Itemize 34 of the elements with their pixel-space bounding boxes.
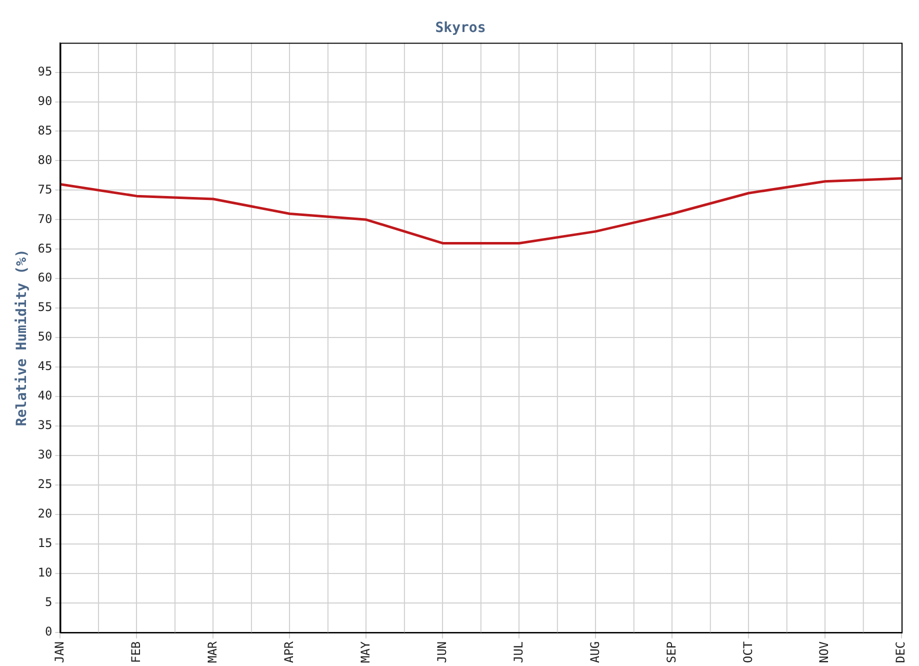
x-tick-label: JUL — [511, 641, 526, 664]
x-tick-label: JAN — [52, 641, 66, 664]
y-tick-label: 5 — [45, 594, 52, 609]
y-tick-label: 50 — [38, 330, 52, 344]
x-tick-label: FEB — [128, 641, 143, 664]
y-tick-label: 25 — [38, 477, 52, 492]
x-tick-label: DEC — [894, 641, 908, 664]
x-tick-label: NOV — [817, 641, 832, 664]
y-axis-title: Relative Humidity (%) — [14, 249, 30, 426]
y-tick-label: 20 — [38, 506, 52, 521]
chart-title: Skyros — [435, 20, 486, 36]
x-tick-label: OCT — [740, 641, 755, 664]
y-tick-label: 70 — [38, 212, 52, 226]
y-tick-label: 45 — [38, 359, 52, 374]
y-tick-label: 60 — [38, 270, 52, 285]
y-tick-label: 30 — [38, 448, 52, 462]
x-tick-label: AUG — [588, 641, 602, 664]
y-tick-label: 35 — [38, 418, 52, 432]
x-tick-label: APR — [282, 640, 296, 664]
y-tick-label: 55 — [38, 300, 52, 314]
x-tick-label: JUN — [434, 641, 449, 664]
y-tick-label: 80 — [38, 152, 52, 167]
x-tick-label: MAY — [358, 640, 372, 664]
y-tick-label: 40 — [38, 388, 52, 403]
y-tick-label: 85 — [38, 123, 52, 138]
y-tick-label: 10 — [38, 566, 52, 580]
y-tick-label: 90 — [38, 94, 52, 108]
y-tick-label: 0 — [45, 624, 52, 638]
y-tick-label: 75 — [38, 182, 52, 196]
x-tick-label: MAR — [205, 640, 220, 664]
y-tick-label: 15 — [38, 536, 52, 550]
x-tick-label: SEP — [664, 641, 678, 664]
y-tick-label: 95 — [38, 64, 52, 78]
y-tick-label: 65 — [38, 241, 52, 256]
